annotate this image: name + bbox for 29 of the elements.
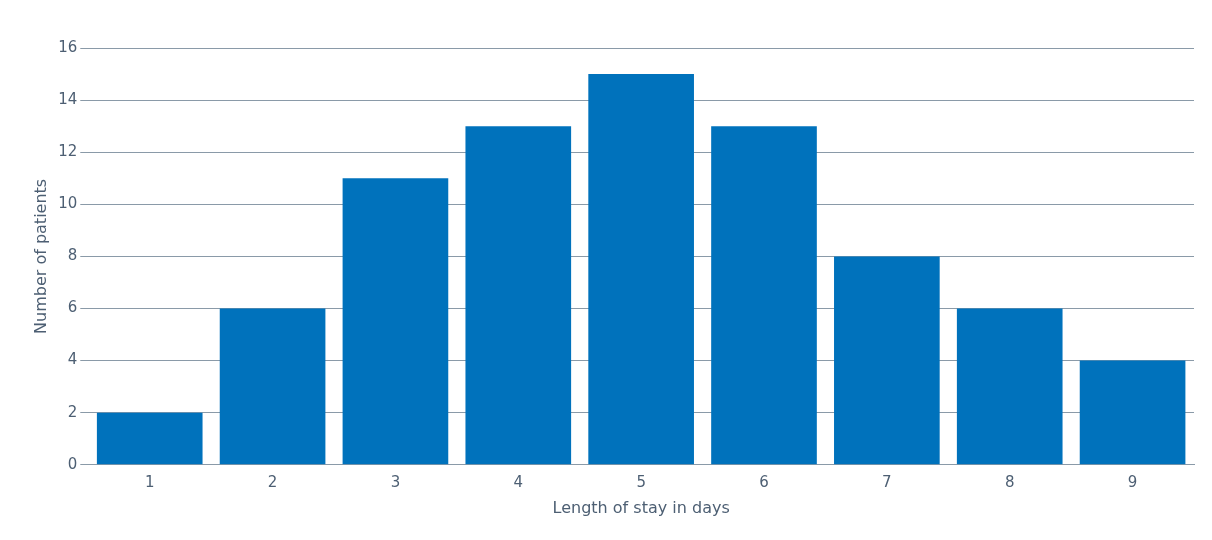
x-tick-label: 3 — [390, 472, 401, 491]
x-tick-label: 5 — [636, 472, 646, 491]
bar — [1079, 360, 1186, 465]
y-tick-label: 16 — [58, 37, 78, 56]
bar — [342, 178, 449, 465]
x-tick-label: 6 — [759, 472, 769, 491]
bar — [96, 412, 203, 465]
y-axis-title: Number of patients — [30, 178, 50, 334]
x-tick-label: 4 — [513, 472, 524, 491]
y-tick-label: 14 — [58, 89, 78, 108]
bar — [465, 126, 572, 465]
x-tick-label: 1 — [144, 472, 155, 491]
x-axis-title: Length of stay in days — [552, 497, 730, 517]
y-tick-label: 6 — [67, 298, 78, 317]
y-tick-label: 0 — [67, 454, 78, 473]
x-tick-label: 7 — [882, 472, 892, 491]
bar — [588, 74, 694, 465]
x-tick-label: 8 — [1004, 472, 1015, 491]
x-tick-label: 2 — [267, 472, 278, 491]
y-tick-label: 4 — [67, 350, 78, 369]
x-tick-label: 9 — [1127, 472, 1138, 491]
bar — [711, 126, 817, 465]
bar — [219, 308, 326, 465]
y-tick-label: 2 — [67, 402, 78, 421]
bar — [956, 308, 1063, 465]
bar — [834, 256, 940, 465]
y-tick-label: 8 — [67, 246, 78, 265]
y-tick-label: 10 — [58, 194, 78, 213]
y-tick-label: 12 — [58, 142, 78, 161]
